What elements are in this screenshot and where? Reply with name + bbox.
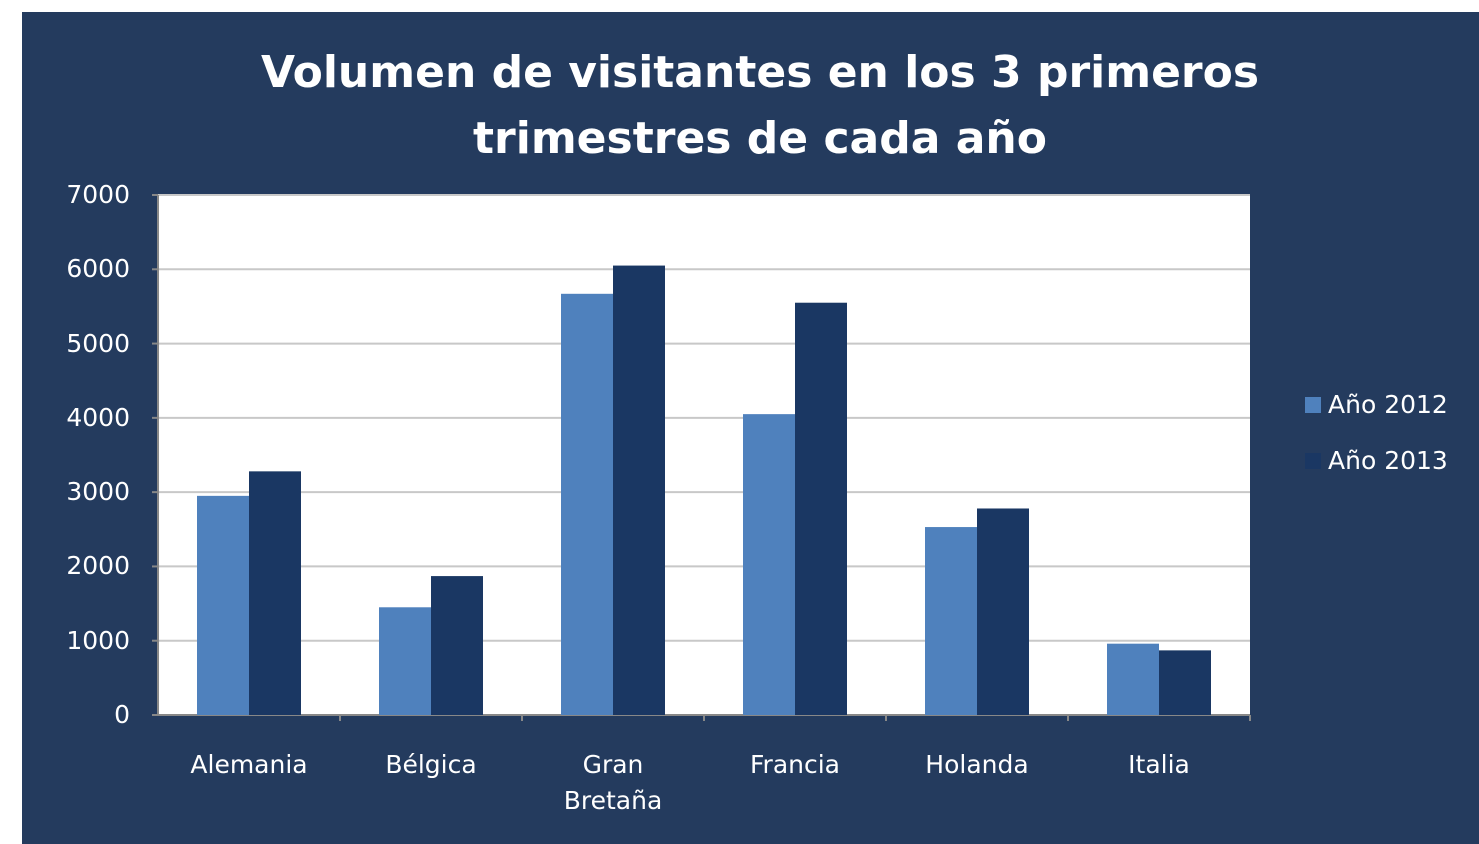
- bar: [795, 302, 847, 715]
- plot-area: [158, 195, 1250, 715]
- legend-swatch: [1305, 397, 1321, 413]
- bar: [249, 471, 301, 715]
- y-tick-label: 2000: [66, 551, 130, 581]
- bar: [977, 508, 1029, 715]
- legend-label: Año 2012: [1328, 390, 1448, 419]
- bar: [925, 527, 977, 715]
- bar: [197, 495, 249, 715]
- bar: [379, 607, 431, 715]
- y-tick-label: 7000: [66, 180, 130, 209]
- x-tick-label: Alemania: [190, 750, 308, 779]
- x-tick-label: Italia: [1128, 750, 1190, 779]
- x-tick-label: Francia: [749, 750, 840, 779]
- y-tick-label: 1000: [66, 625, 130, 655]
- bar: [1107, 643, 1159, 715]
- y-tick-label: 0: [114, 700, 130, 729]
- bar: [613, 265, 665, 715]
- y-tick-label: 4000: [66, 402, 130, 432]
- y-tick-label: 5000: [66, 328, 130, 358]
- legend-swatch: [1305, 453, 1321, 469]
- y-tick-label: 6000: [66, 254, 130, 284]
- x-tick-label: Holanda: [925, 750, 1029, 779]
- chart-title: Volumen de visitantes en los 3 primeros …: [260, 47, 1260, 164]
- bar: [431, 576, 483, 715]
- y-tick-label: 3000: [66, 477, 130, 507]
- x-tick-label: Bélgica: [385, 750, 477, 779]
- bar: [561, 293, 613, 715]
- x-tick-label: Gran Bretaña: [563, 750, 663, 815]
- bar: [743, 414, 795, 715]
- legend-label: Año 2013: [1328, 446, 1448, 475]
- bar: [1159, 650, 1211, 715]
